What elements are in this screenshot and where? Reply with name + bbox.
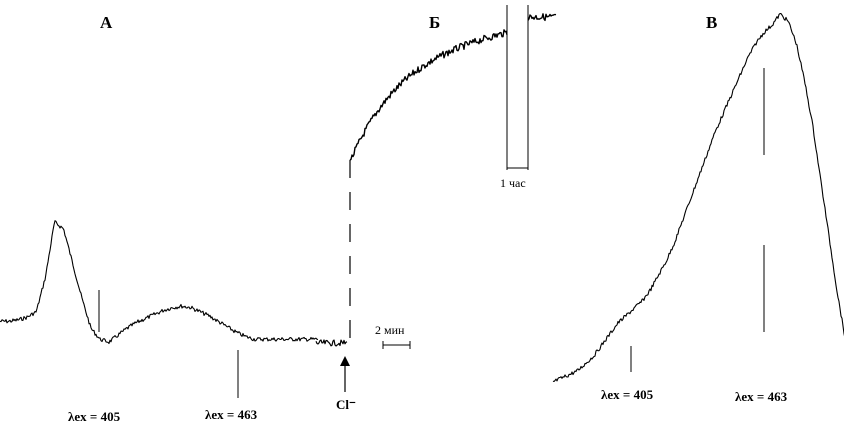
panel-b-trace-baseline [315, 339, 348, 347]
panel-c-label: В [706, 13, 717, 32]
annotations [98, 5, 765, 398]
panel-c-ex-463-label: λex = 463 [735, 389, 788, 404]
panel-c-ex-405-label: λex = 405 [601, 387, 654, 402]
panel-b-hour-label: 1 час [500, 176, 526, 190]
panel-b-trace-rise [349, 29, 508, 161]
panel-a-ex-463-label: λex = 463 [205, 407, 258, 422]
panel-a-ex-405-label: λex = 405 [68, 409, 121, 424]
panel-c-trace [552, 13, 844, 383]
panel-b-trace-late [527, 13, 557, 22]
panel-b-injection-label: Cl⁻ [336, 397, 356, 412]
panel-a-label: А [100, 13, 113, 32]
panel-b-label: Б [429, 13, 440, 32]
panel-b-arrow-head [340, 356, 350, 366]
panel-b-minute-label: 2 мин [375, 323, 405, 337]
traces [0, 13, 844, 383]
panel-a-trace [0, 220, 319, 345]
